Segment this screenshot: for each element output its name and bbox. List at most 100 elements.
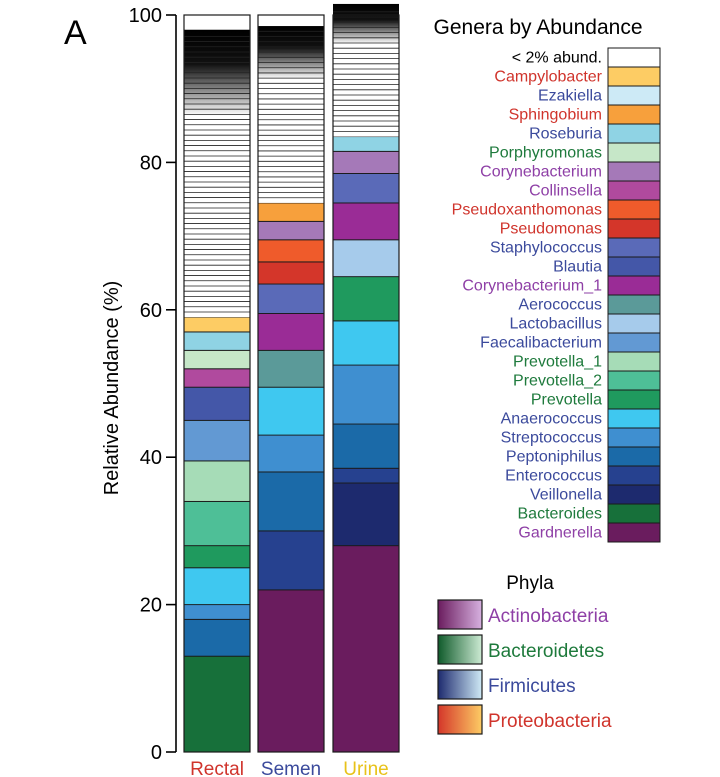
bar-segment-corynebacterium <box>257 220 325 241</box>
y-tick-label: 0 <box>151 742 162 764</box>
legend-swatch-enterococcus <box>607 465 661 486</box>
bar-segment-porphyromonas <box>183 349 251 370</box>
phylum-label-proteobacteria: Proteobacteria <box>488 711 612 732</box>
legend-swatch-prevotella-2 <box>607 370 661 391</box>
legend-swatch-gardnerella <box>607 522 661 543</box>
legend-swatch-pseudoxanthomonas <box>607 199 661 220</box>
bar-segment-streptococcus <box>183 604 251 620</box>
bar-segment-anaerococcus <box>257 386 325 436</box>
phylum-swatch-proteobacteria <box>437 704 483 735</box>
legend-swatch-bacteroides <box>607 503 661 524</box>
legend-swatch-sphingobium <box>607 104 661 125</box>
bar-segment-pseudoxanthomonas <box>257 239 325 263</box>
legend-label-corynebacterium: Corynebacterium <box>480 164 602 181</box>
bar-segment-low-abundance <box>184 29 250 318</box>
legend-title: Genera by Abundance <box>434 16 643 39</box>
legend-swatch-low-abundance <box>607 47 661 68</box>
x-label-rectal: Rectal <box>190 759 244 777</box>
legend-swatch-peptoniphilus <box>607 446 661 467</box>
bar-segment-peptoniphilus <box>257 471 325 532</box>
bar-segment-prevotella-1 <box>183 460 251 502</box>
legend-label-bacteroides: Bacteroides <box>518 506 603 523</box>
bar-semen <box>257 14 325 753</box>
bar-segment-collinsella <box>183 368 251 388</box>
legend-label-prevotella: Prevotella <box>531 392 602 409</box>
legend-swatch-staphylococcus <box>607 237 661 258</box>
legend-swatch-anaerococcus <box>607 408 661 429</box>
legend-label-pseudomonas: Pseudomonas <box>500 221 602 238</box>
legend-label-veillonella: Veillonella <box>530 487 602 504</box>
bars <box>183 3 400 753</box>
legend-label-streptococcus: Streptococcus <box>501 430 602 447</box>
phylum-label-actinobacteria: Actinobacteria <box>488 606 609 627</box>
legend-label-aerococcus: Aerococcus <box>518 297 602 314</box>
y-axis: 0 20 40 60 80 100 <box>129 5 177 764</box>
bar-outline <box>183 14 251 753</box>
legend-label-prevotella-1: Prevotella_1 <box>513 354 602 371</box>
phyla-legend: Actinobacteria Bacteroidetes Firmicutes Pro… <box>437 599 612 735</box>
phylum-swatch-firmicutes <box>437 669 483 700</box>
y-tick-label: 80 <box>140 152 162 174</box>
legend-label-roseburia: Roseburia <box>529 126 602 143</box>
bar-segment-anaerococcus <box>183 567 251 606</box>
x-label-semen: Semen <box>261 759 321 777</box>
phylum-swatch-actinobacteria <box>437 599 483 630</box>
bar-segment-low-abundance <box>258 26 324 203</box>
legend-swatch-corynebacterium-1 <box>607 275 661 296</box>
bar-segment-streptococcus <box>332 364 400 425</box>
legend-label-ezakiella: Ezakiella <box>538 88 602 105</box>
legend-label-blautia: Blautia <box>553 259 602 276</box>
legend-swatch-corynebacterium <box>607 161 661 182</box>
legend-label-prevotella-2: Prevotella_2 <box>513 373 602 390</box>
bar-segment-enterococcus <box>257 530 325 591</box>
y-tick-label: 60 <box>140 300 162 322</box>
bar-segment-peptoniphilus <box>332 423 400 469</box>
bar-segment-aerococcus <box>257 349 325 388</box>
legend-swatch-prevotella-1 <box>607 351 661 372</box>
bar-outline <box>257 14 325 753</box>
legend-label-corynebacterium-1: Corynebacterium_1 <box>462 278 602 295</box>
bar-segment-bacteroides <box>183 655 251 753</box>
y-tick-label: 20 <box>140 595 162 617</box>
bar-segment-prevotella <box>332 276 400 322</box>
x-axis-labels: Rectal Semen Urine <box>190 759 389 777</box>
legend-label-collinsella: Collinsella <box>529 183 602 200</box>
bar-segment-corynebacterium-1 <box>332 202 400 241</box>
bar-segment-gardnerella <box>332 545 400 753</box>
bar-segment-blautia <box>183 386 251 421</box>
phyla-legend-title: Phyla <box>506 573 554 594</box>
legend-label-pseudoxanthomonas: Pseudoxanthomonas <box>452 202 602 219</box>
legend-label-peptoniphilus: Peptoniphilus <box>506 449 602 466</box>
y-axis-label: Relative Abundance (%) <box>101 281 123 496</box>
bar-segment-sphingobium <box>257 202 325 222</box>
legend-swatch-ezakiella <box>607 85 661 106</box>
legend-label-sphingobium: Sphingobium <box>509 107 602 124</box>
legend-swatch-collinsella <box>607 180 661 201</box>
panel-label: A <box>64 14 87 52</box>
genera-legend: < 2% abund. Campylobacter Ezakiella Sphingo… <box>452 47 661 543</box>
legend-label-porphyromonas: Porphyromonas <box>489 145 602 162</box>
legend-label-low-abundance: < 2% abund. <box>512 50 602 67</box>
bar-segment-lactobacillus <box>332 239 400 278</box>
bar-segment-campylobacter <box>183 316 251 333</box>
phylum-label-firmicutes: Firmicutes <box>488 676 576 697</box>
bar-segment-prevotella-2 <box>183 500 251 547</box>
legend-swatch-blautia <box>607 256 661 277</box>
phylum-swatch-bacteroidetes <box>437 634 483 665</box>
bar-segment-veillonella <box>332 482 400 547</box>
bar-segment-streptococcus <box>257 434 325 473</box>
low-abundance-fill <box>333 3 399 137</box>
legend-swatch-campylobacter <box>607 66 661 87</box>
legend-label-enterococcus: Enterococcus <box>505 468 602 485</box>
phylum-label-bacteroidetes: Bacteroidetes <box>488 641 604 662</box>
y-tick-label: 40 <box>140 447 162 469</box>
bar-segment-staphylococcus <box>257 283 325 314</box>
legend-swatch-lactobacillus <box>607 313 661 334</box>
legend-swatch-veillonella <box>607 484 661 505</box>
bar-segment-pseudomonas <box>257 261 325 285</box>
legend-label-lactobacillus: Lactobacillus <box>510 316 603 333</box>
bar-segment-roseburia <box>332 136 400 152</box>
y-tick-label: 100 <box>129 5 162 27</box>
legend-label-campylobacter: Campylobacter <box>494 69 602 86</box>
bar-outline <box>332 14 400 753</box>
